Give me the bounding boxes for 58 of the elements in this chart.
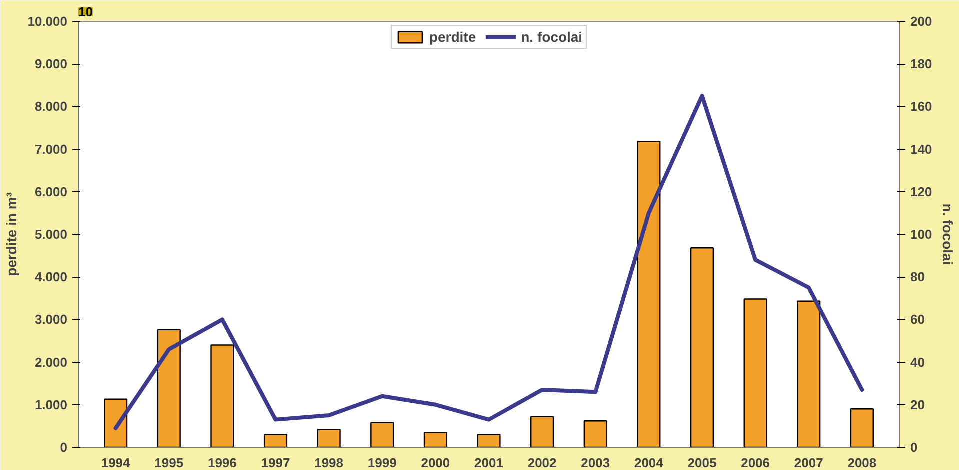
x-tick-label: 1997 bbox=[261, 456, 290, 470]
bar bbox=[637, 141, 661, 448]
bar bbox=[477, 434, 501, 448]
y-axis-title: perdite in m³ bbox=[4, 192, 20, 277]
y-tick-label: 1.000 bbox=[34, 397, 68, 412]
y-tick-label: 9.000 bbox=[34, 56, 68, 72]
y2-tick-label: 0 bbox=[910, 440, 918, 455]
x-tick-label: 2002 bbox=[528, 456, 557, 470]
y2-tick-label: 40 bbox=[910, 354, 925, 370]
x-tick-label: 2006 bbox=[741, 456, 770, 470]
bar bbox=[210, 344, 234, 448]
bar bbox=[157, 329, 181, 448]
x-tick-label: 1996 bbox=[208, 456, 237, 470]
text: 10 bbox=[78, 4, 93, 20]
y2-tick-label: 20 bbox=[910, 397, 925, 412]
bar bbox=[797, 300, 821, 448]
bar bbox=[530, 416, 554, 448]
x-tick-label: 2000 bbox=[421, 456, 450, 470]
bar bbox=[104, 398, 128, 448]
y2-tick-label: 120 bbox=[910, 184, 932, 200]
legend-label: n. focolai bbox=[521, 29, 583, 45]
y2-tick-label: 180 bbox=[910, 56, 932, 72]
y2-axis-title: n. focolai bbox=[940, 204, 956, 266]
y2-tick-label: 60 bbox=[910, 312, 925, 328]
bar bbox=[317, 429, 341, 448]
bar bbox=[424, 432, 448, 448]
x-tick-label: 2007 bbox=[794, 456, 824, 470]
y-tick-label: 8.000 bbox=[34, 99, 68, 114]
x-tick-label: 1998 bbox=[314, 456, 344, 470]
bar bbox=[370, 422, 394, 448]
x-tick-label: 1999 bbox=[368, 456, 397, 470]
bar bbox=[690, 248, 714, 448]
y2-tick-label: 140 bbox=[910, 142, 932, 157]
y-tick-label: 3.000 bbox=[34, 312, 68, 328]
y-tick-label: 10.000 bbox=[28, 14, 68, 29]
bar bbox=[264, 434, 288, 448]
line-series bbox=[114, 94, 864, 430]
x-tick-label: 2001 bbox=[474, 456, 504, 470]
y-tick-label: 5.000 bbox=[34, 227, 68, 242]
y2-tick-label: 200 bbox=[910, 14, 932, 29]
y-tick-label: 6.000 bbox=[34, 184, 68, 200]
x-tick-label: 1994 bbox=[101, 456, 132, 470]
y-tick-label: 2.000 bbox=[34, 354, 68, 370]
x-tick-label: 1995 bbox=[154, 456, 184, 470]
y2-tick-label: 100 bbox=[910, 227, 932, 242]
y-tick-label: 4.000 bbox=[34, 270, 68, 285]
bar bbox=[850, 408, 874, 448]
x-tick-label: 2004 bbox=[634, 456, 664, 470]
y-tick-label: 7.000 bbox=[34, 142, 68, 157]
x-tick-label: 2003 bbox=[581, 456, 610, 470]
bar bbox=[744, 298, 768, 448]
x-tick-label: 2008 bbox=[848, 456, 877, 470]
x-tick-label: 2005 bbox=[688, 456, 717, 470]
y-tick-label: 0 bbox=[60, 440, 68, 455]
y2-tick-label: 160 bbox=[910, 99, 932, 114]
legend-label: perdite bbox=[429, 29, 476, 45]
y2-tick-label: 80 bbox=[910, 270, 925, 285]
bar bbox=[584, 420, 608, 448]
